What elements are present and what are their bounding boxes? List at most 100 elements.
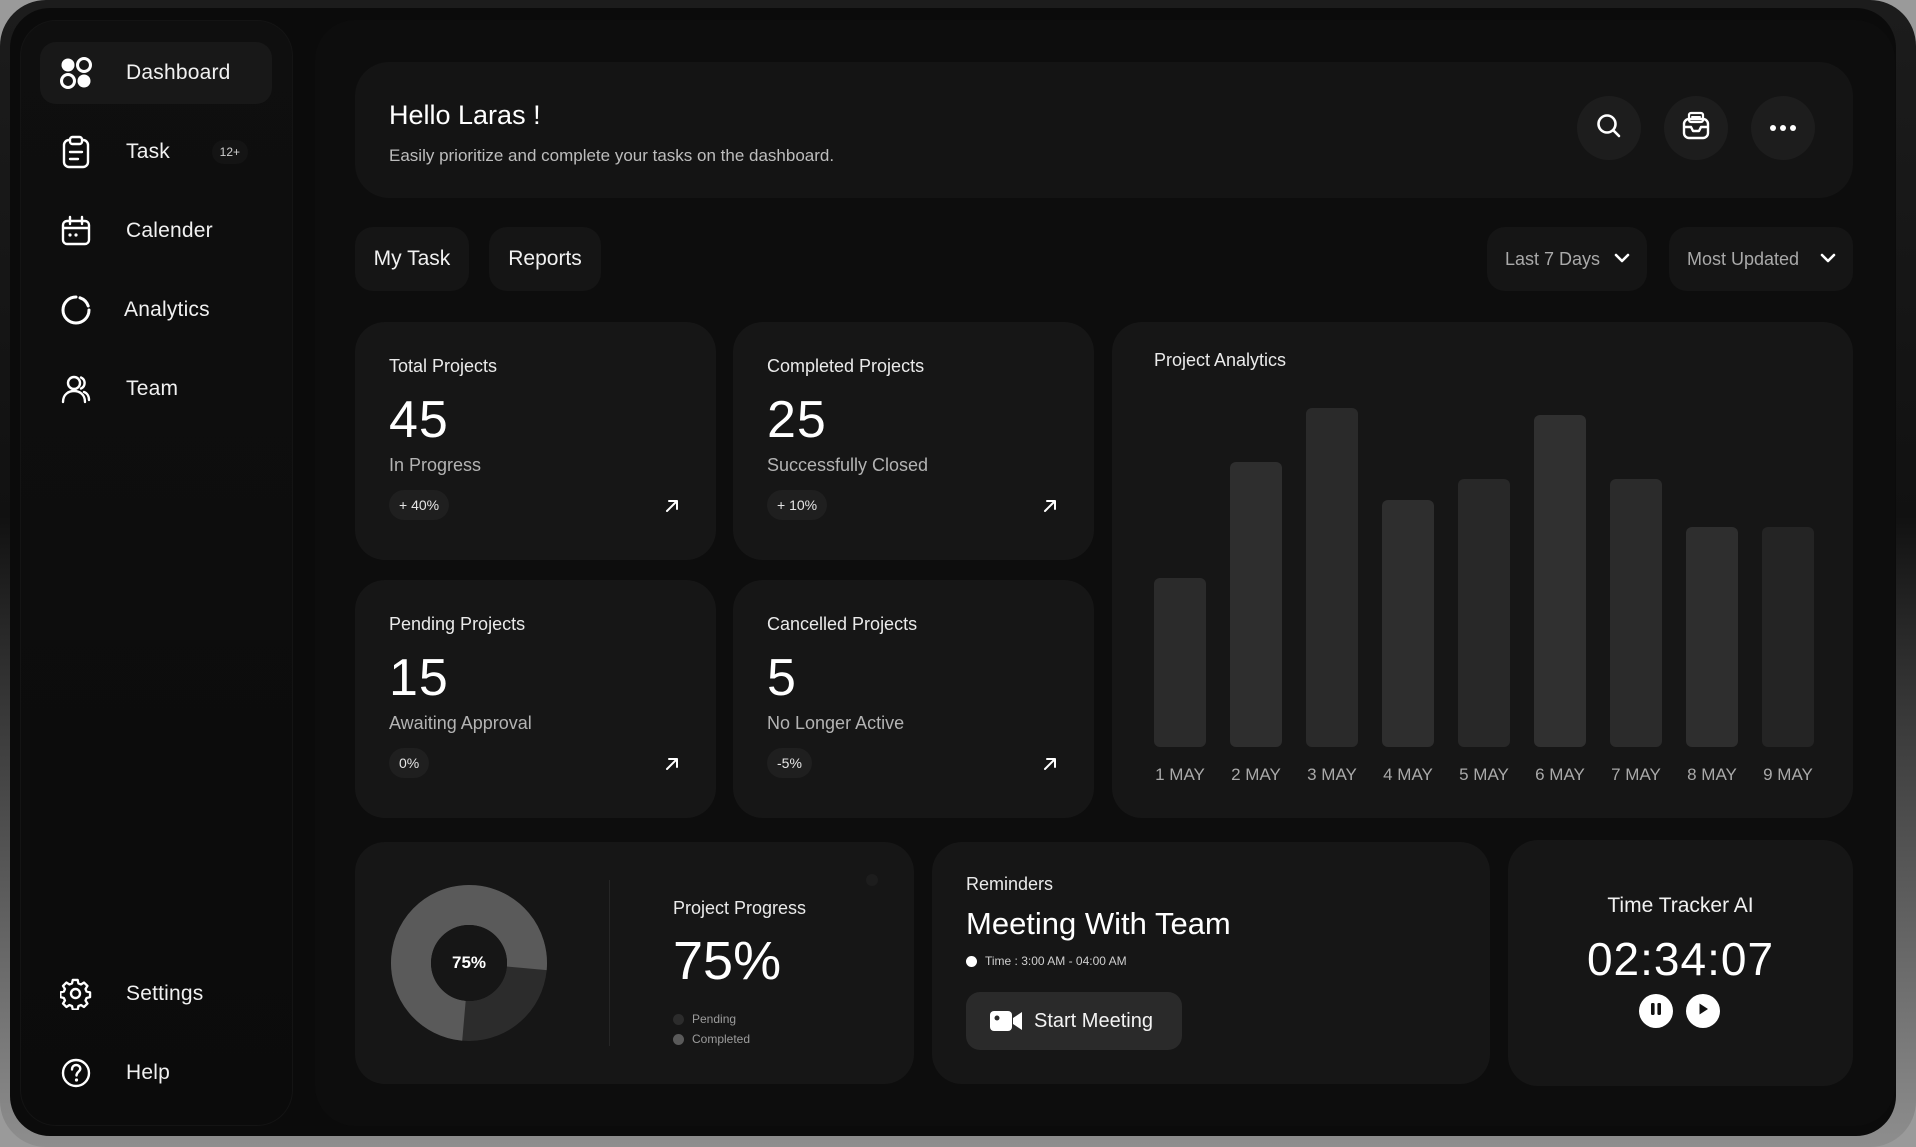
x-tick-label: 2 MAY (1231, 765, 1281, 784)
bar-8-may[interactable] (1686, 526, 1738, 747)
tab-reports[interactable]: Reports (489, 227, 601, 291)
legend-label: Pending (692, 1012, 737, 1026)
project-analytics-chart: Project Analytics 1 MAY 2 MAY 3 MAY 4 MAY 5 … (1112, 322, 1853, 818)
stat-subtitle: Awaiting Approval (389, 713, 532, 733)
more-options-button[interactable] (1751, 96, 1815, 160)
video-camera-icon (990, 1010, 1022, 1037)
date-range-value: Last 7 Days (1505, 248, 1601, 269)
stat-value: 25 (767, 391, 827, 449)
sidebar-item-dashboard[interactable]: Dashboard (40, 42, 272, 104)
time-tracker-card: Time Tracker AI 02:34:07 (1508, 840, 1853, 1086)
more-horizontal-icon (1768, 119, 1798, 137)
stat-card-pending[interactable]: Pending Projects 15 Awaiting Approval 0% (355, 580, 716, 818)
play-button[interactable] (1686, 994, 1720, 1028)
reminder-time-text: Time : 3:00 AM - 04:00 AM (985, 954, 1127, 968)
sidebar-item-analytics[interactable]: Analytics (40, 279, 272, 341)
bar-5-may[interactable] (1458, 479, 1510, 747)
stat-title: Completed Projects (767, 356, 925, 376)
tab-my-task[interactable]: My Task (355, 227, 469, 291)
x-tick-label: 4 MAY (1383, 765, 1433, 784)
bar-9-may[interactable] (1762, 526, 1814, 747)
start-meeting-button[interactable]: Start Meeting (966, 992, 1182, 1050)
greeting-header: Hello Laras ! Easily prioritize and comp… (355, 62, 1853, 198)
divider (609, 880, 610, 1046)
donut-hole (431, 925, 507, 1001)
x-tick-label: 8 MAY (1687, 765, 1737, 784)
sidebar-item-help[interactable]: Help (40, 1042, 272, 1104)
play-icon (1696, 1002, 1710, 1021)
pause-button[interactable] (1639, 994, 1673, 1028)
reminder-time: Time : 3:00 AM - 04:00 AM (966, 954, 1127, 968)
clipboard-icon (59, 135, 93, 169)
date-range-dropdown[interactable]: Last 7 Days (1487, 227, 1647, 291)
search-button[interactable] (1577, 96, 1641, 160)
stat-subtitle: In Progress (389, 455, 482, 475)
sidebar-item-settings[interactable]: Settings (40, 963, 272, 1025)
analytics-icon (59, 293, 93, 327)
arrow-up-right-icon[interactable] (1036, 750, 1064, 778)
start-meeting-label: Start Meeting (1034, 1009, 1153, 1032)
sidebar-item-label: Analytics (124, 298, 210, 321)
stat-card-total[interactable]: Total Projects 45 In Progress + 40% (355, 322, 716, 560)
bar-6-may[interactable] (1534, 414, 1586, 747)
arrow-up-right-icon[interactable] (658, 750, 686, 778)
gear-icon (59, 977, 93, 1011)
stat-value: 15 (389, 649, 449, 707)
stat-title: Pending Projects (389, 614, 526, 634)
calendar-icon (59, 214, 93, 248)
stat-card-cancelled[interactable]: Cancelled Projects 5 No Longer Active -5… (733, 580, 1094, 818)
legend-swatch (673, 1033, 684, 1045)
inbox-icon (1680, 110, 1712, 147)
greeting-title: Hello Laras ! (389, 100, 541, 130)
stat-change-badge: + 10% (767, 490, 828, 520)
search-icon (1595, 112, 1623, 145)
stat-subtitle: No Longer Active (767, 713, 905, 733)
arrow-up-right-icon[interactable] (1036, 492, 1064, 520)
progress-donut (391, 885, 547, 1041)
greeting-subtitle: Easily prioritize and complete your task… (389, 146, 835, 165)
sort-dropdown[interactable]: Most Updated (1669, 227, 1853, 291)
stat-title: Total Projects (389, 356, 498, 376)
project-progress-card: 75% Project Progress 75% Pending Complet… (355, 842, 914, 1084)
main-panel: Hello Laras ! Easily prioritize and comp… (315, 20, 1895, 1126)
reminders-title: Reminders (966, 874, 1054, 894)
legend-completed: Completed (673, 1032, 750, 1046)
reminders-card: Reminders Meeting With Team Time : 3:00 … (932, 842, 1490, 1084)
time-dot (966, 955, 977, 967)
sidebar-item-task[interactable]: Task 12+ (40, 121, 272, 183)
x-tick-label: 5 MAY (1459, 765, 1509, 784)
stat-change-badge: 0% (389, 748, 430, 778)
help-icon (59, 1056, 93, 1090)
team-icon (59, 372, 93, 406)
legend-swatch (673, 1013, 684, 1025)
sidebar-item-label: Task (126, 140, 170, 163)
progress-value: 75% (673, 931, 782, 991)
stat-value: 5 (767, 649, 797, 707)
time-tracker-clock: 02:34:07 (1586, 933, 1775, 985)
x-tick-label: 9 MAY (1763, 765, 1813, 784)
x-tick-label: 7 MAY (1611, 765, 1661, 784)
progress-title: Project Progress (673, 898, 807, 918)
stat-change-badge: -5% (767, 748, 812, 778)
sidebar-item-calender[interactable]: Calender (40, 200, 272, 262)
inbox-button[interactable] (1664, 96, 1728, 160)
sort-value: Most Updated (1687, 248, 1800, 269)
bar-4-may[interactable] (1382, 499, 1434, 747)
pause-icon (1649, 1002, 1663, 1021)
dashboard-icon (59, 56, 93, 90)
bar-1-may[interactable] (1154, 577, 1206, 747)
sidebar-item-team[interactable]: Team (40, 358, 272, 420)
legend-label: Completed (692, 1032, 751, 1046)
sidebar-item-label: Help (126, 1061, 170, 1084)
bar-3-may[interactable] (1306, 408, 1358, 747)
bar-7-may[interactable] (1610, 479, 1662, 747)
arrow-up-right-icon[interactable] (658, 492, 686, 520)
sidebar-item-label: Team (126, 377, 179, 400)
bar-2-may[interactable] (1230, 462, 1282, 747)
sidebar-item-label: Settings (126, 982, 204, 1005)
stat-card-completed[interactable]: Completed Projects 25 Successfully Close… (733, 322, 1094, 560)
donut-center-label: 75% (451, 953, 487, 972)
chevron-down-icon (1613, 249, 1631, 272)
sidebar-item-label: Calender (126, 219, 213, 242)
sidebar: Dashboard Task 12+ Calender Analytics Te… (20, 20, 293, 1126)
